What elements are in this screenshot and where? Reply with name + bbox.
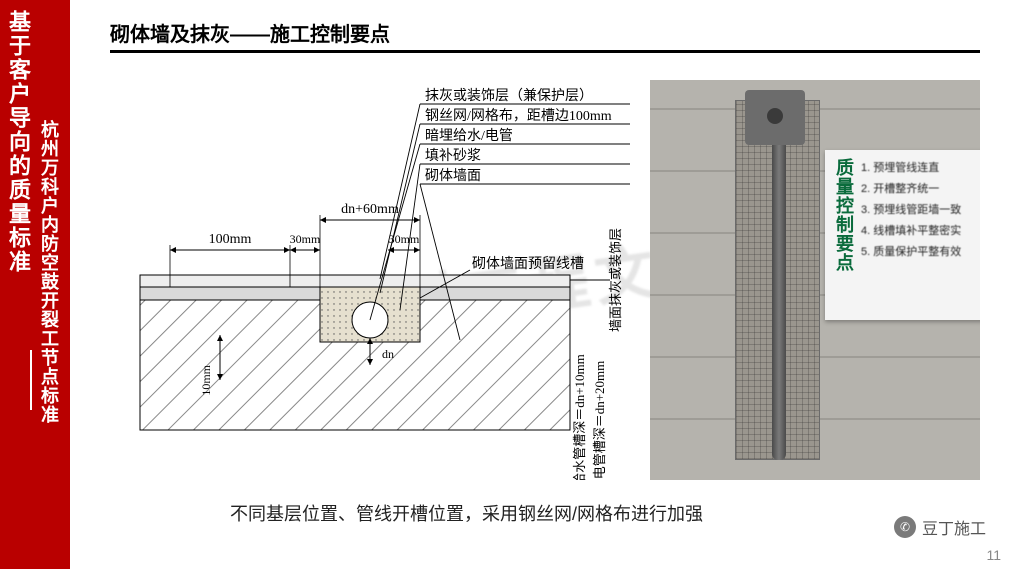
photo-bracket bbox=[745, 90, 805, 145]
sidebar-outer-text: 基于客户导向的质量标准 bbox=[6, 10, 34, 274]
dim-10: 10mm bbox=[199, 364, 213, 395]
title-underline bbox=[110, 50, 980, 53]
footer-source-label: 豆丁施工 bbox=[922, 515, 986, 539]
callout-mortar: 填补砂浆 bbox=[425, 148, 481, 164]
sign-item: 线槽填补平整密实 bbox=[861, 221, 961, 242]
caption-text: 不同基层位置、管线开槽位置，采用钢丝网/网格布进行加强 bbox=[230, 500, 703, 526]
sign-list: 预埋管线连直 开槽整齐统一 预埋线管距墙一致 线槽填补平整密实 质量保护平整有效 bbox=[861, 158, 961, 262]
sidebar: 基于客户导向的质量标准 杭州万科户内防空鼓开裂工节点标准 bbox=[0, 0, 70, 569]
slide-title: 砌体墙及抹灰——施工控制要点 bbox=[110, 18, 390, 47]
footer-source: ✆ 豆丁施工 bbox=[894, 515, 986, 539]
label-elec-depth: 电管槽深＝dn+20mm bbox=[592, 361, 607, 480]
sidebar-inner-text: 杭州万科户内防空鼓开裂工节点标准 bbox=[38, 120, 62, 424]
label-slot: 砌体墙面预留线槽 bbox=[472, 256, 584, 272]
sign-item: 质量保护平整有效 bbox=[861, 242, 961, 263]
photo-conduit bbox=[772, 120, 786, 460]
title-right: 施工控制要点 bbox=[270, 24, 390, 46]
label-water-depth: 给水管槽深＝dn+10mm bbox=[572, 354, 587, 480]
callout-conduit: 暗埋给水/电管 bbox=[425, 128, 513, 144]
dim-dn: dn bbox=[382, 347, 394, 361]
wechat-icon: ✆ bbox=[894, 516, 916, 538]
callout-mesh: 钢丝网/网格布，距槽边100mm bbox=[425, 108, 612, 124]
title-sep: —— bbox=[230, 24, 270, 46]
sidebar-divider bbox=[30, 350, 32, 410]
sign-title: 质量控制要点 bbox=[831, 158, 857, 272]
callout-wall: 砌体墙面 bbox=[425, 168, 481, 184]
sign-item: 开槽整齐统一 bbox=[861, 179, 961, 200]
sign-item: 预埋线管距墙一致 bbox=[861, 200, 961, 221]
slide-root: 基于客户导向的质量标准 杭州万科户内防空鼓开裂工节点标准 砌体墙及抹灰——施工控… bbox=[0, 0, 1011, 569]
label-right-vertical: 墙面抹灰或装饰层 bbox=[608, 228, 623, 332]
page-number: 11 bbox=[986, 547, 1001, 563]
diagram-svg: dn+60mm 100mm 30mm 30mm 10mm dn bbox=[110, 80, 640, 480]
sign-item: 预埋管线连直 bbox=[861, 158, 961, 179]
title-left: 砌体墙及抹灰 bbox=[110, 24, 230, 46]
callout-plaster: 抹灰或装饰层（兼保护层） bbox=[425, 88, 593, 104]
dim-100: 100mm bbox=[209, 232, 252, 247]
site-photo: 质量控制要点 预埋管线连直 开槽整齐统一 预埋线管距墙一致 线槽填补平整密实 质… bbox=[650, 80, 980, 480]
dim-30a: 30mm bbox=[290, 232, 321, 246]
construction-diagram: dn+60mm 100mm 30mm 30mm 10mm dn bbox=[110, 80, 640, 480]
photo-signboard: 质量控制要点 预埋管线连直 开槽整齐统一 预埋线管距墙一致 线槽填补平整密实 质… bbox=[825, 150, 980, 320]
dim-dn60: dn+60mm bbox=[341, 202, 399, 217]
